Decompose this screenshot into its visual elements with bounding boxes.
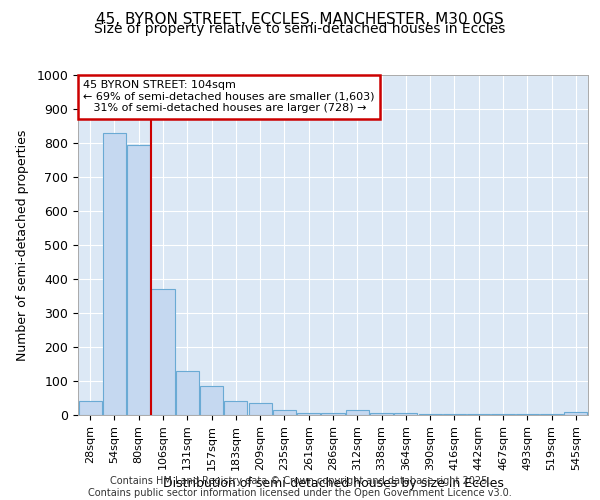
Bar xyxy=(297,414,320,415)
Bar xyxy=(491,414,515,415)
Bar xyxy=(467,414,490,415)
Text: Size of property relative to semi-detached houses in Eccles: Size of property relative to semi-detach… xyxy=(94,22,506,36)
Bar xyxy=(79,402,101,415)
Y-axis label: Number of semi-detached properties: Number of semi-detached properties xyxy=(16,130,29,360)
Bar xyxy=(443,414,466,415)
Bar xyxy=(565,412,587,415)
Text: Contains HM Land Registry data © Crown copyright and database right 2025.
Contai: Contains HM Land Registry data © Crown c… xyxy=(88,476,512,498)
X-axis label: Distribution of semi-detached houses by size in Eccles: Distribution of semi-detached houses by … xyxy=(163,477,503,490)
Bar xyxy=(516,414,539,415)
Bar xyxy=(200,386,223,415)
Bar xyxy=(248,403,272,415)
Bar xyxy=(346,410,369,415)
Bar xyxy=(151,289,175,415)
Bar xyxy=(273,410,296,415)
Bar xyxy=(176,371,199,415)
Bar xyxy=(419,414,442,415)
Bar xyxy=(127,144,150,415)
Bar xyxy=(370,414,393,415)
Bar xyxy=(224,402,247,415)
Bar xyxy=(322,414,344,415)
Bar xyxy=(394,414,418,415)
Text: 45, BYRON STREET, ECCLES, MANCHESTER, M30 0GS: 45, BYRON STREET, ECCLES, MANCHESTER, M3… xyxy=(96,12,504,28)
Bar xyxy=(540,414,563,415)
Text: 45 BYRON STREET: 104sqm
← 69% of semi-detached houses are smaller (1,603)
   31%: 45 BYRON STREET: 104sqm ← 69% of semi-de… xyxy=(83,80,374,114)
Bar xyxy=(103,133,126,415)
